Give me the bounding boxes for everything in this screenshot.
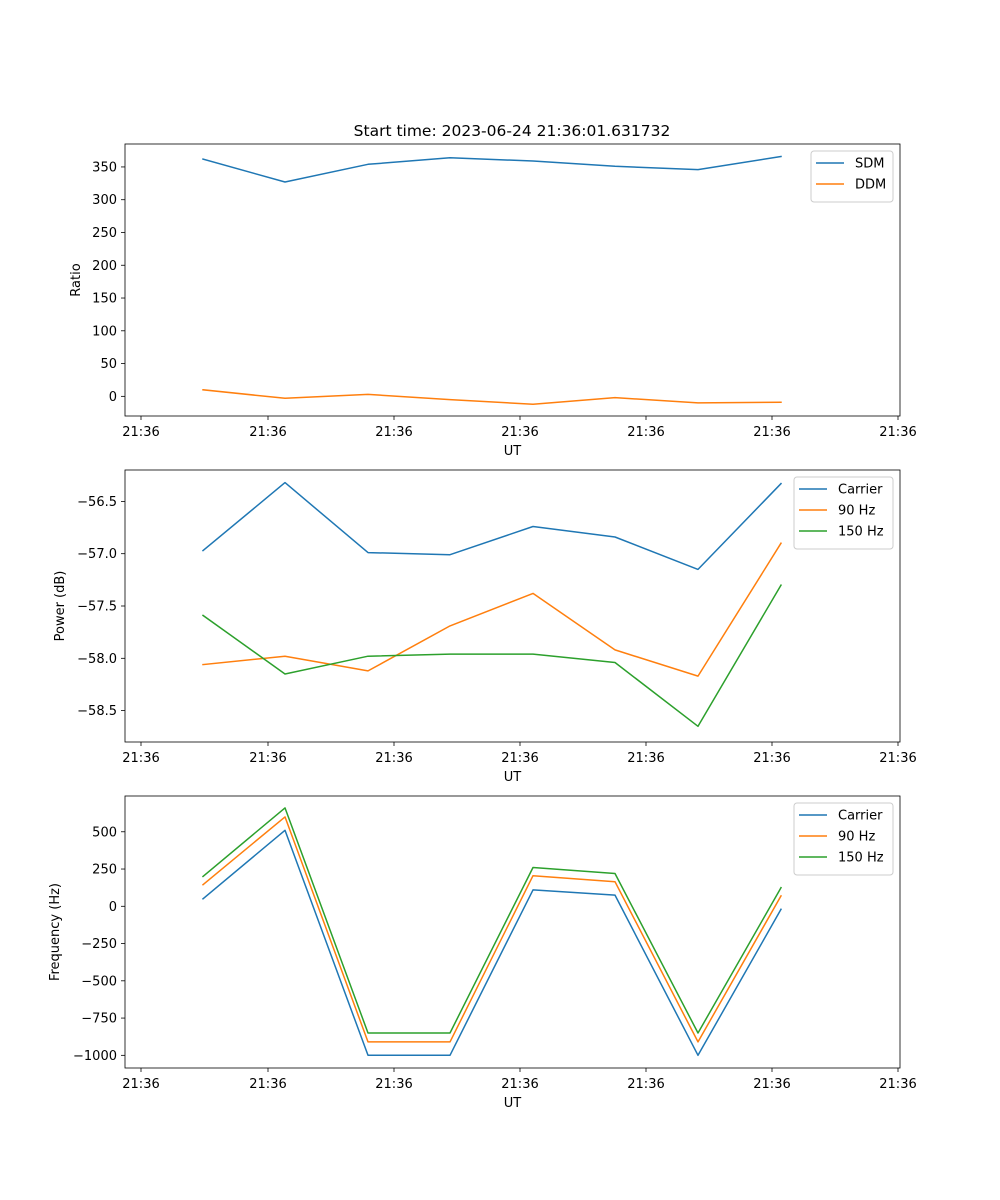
power-chart: 21:36 21:36 21:36 21:36 21:36 21:36 21:36 −58.5… <box>53 469 917 785</box>
legend-label: DDM <box>855 178 886 193</box>
x-tick-label: 21:36 <box>122 425 159 440</box>
legend-label: Carrier <box>838 809 883 824</box>
y-tick-label: 50 <box>100 357 117 372</box>
figure-title: Start time: 2023-06-24 21:36:01.631732 <box>354 122 671 140</box>
series-line-150-hz <box>201 807 783 1034</box>
x-tick-label: 21:36 <box>627 1077 664 1092</box>
y-tick-label: −500 <box>81 974 117 989</box>
axes-frame <box>124 469 901 743</box>
legend-label: 90 Hz <box>838 504 875 519</box>
y-tick-label: −57.0 <box>77 547 117 562</box>
x-tick-label: 21:36 <box>753 425 790 440</box>
x-tick-label: 21:36 <box>627 425 664 440</box>
y-tick-label: −58.5 <box>77 704 117 719</box>
x-tick-label: 21:36 <box>122 1077 159 1092</box>
series-line-carrier <box>201 829 783 1057</box>
y-tick-label: 0 <box>109 900 117 915</box>
y-tick-label: 0 <box>109 390 117 405</box>
y-tick-label: −56.5 <box>77 495 117 510</box>
x-tick-label: 21:36 <box>627 751 664 766</box>
ratio-chart: 21:36 21:36 21:36 21:36 21:36 21:36 21:36 0 50 10… <box>69 143 917 459</box>
x-tick-label: 21:36 <box>249 425 286 440</box>
y-tick-label: −750 <box>81 1012 117 1027</box>
x-tick-label: 21:36 <box>879 425 916 440</box>
series-line-carrier <box>201 481 783 571</box>
x-tick-label: 21:36 <box>375 425 412 440</box>
y-tick-label: 100 <box>92 324 117 339</box>
y-tick-label: 500 <box>92 825 117 840</box>
y-axis-label: Power (dB) <box>53 571 68 642</box>
y-axis-label: Ratio <box>69 263 84 296</box>
y-tick-label: 200 <box>92 259 117 274</box>
y-tick-label: −250 <box>81 937 117 952</box>
x-tick-label: 21:36 <box>501 425 538 440</box>
x-axis-label: UT <box>504 1096 522 1111</box>
x-tick-label: 21:36 <box>122 751 159 766</box>
y-tick-label: −1000 <box>73 1049 117 1064</box>
y-tick-label: 350 <box>92 160 117 175</box>
legend-label: 150 Hz <box>838 525 884 540</box>
x-axis-label: UT <box>504 444 522 459</box>
y-tick-label: 250 <box>92 863 117 878</box>
legend-label: Carrier <box>838 483 883 498</box>
frequency-chart: 21:36 21:36 21:36 21:36 21:36 21:36 21:36 −1000… <box>48 795 917 1111</box>
legend-label: 90 Hz <box>838 830 875 845</box>
legend-label: SDM <box>855 157 884 172</box>
x-tick-label: 21:36 <box>501 1077 538 1092</box>
x-tick-label: 21:36 <box>879 1077 916 1092</box>
x-tick-label: 21:36 <box>249 751 286 766</box>
y-tick-label: 250 <box>92 226 117 241</box>
axes-frame <box>124 795 901 1069</box>
legend-label: 150 Hz <box>838 851 884 866</box>
x-tick-label: 21:36 <box>375 751 412 766</box>
axes-frame <box>124 143 901 417</box>
y-axis-label: Frequency (Hz) <box>48 883 63 981</box>
series-line-90-hz <box>201 816 783 1043</box>
y-tick-label: −58.0 <box>77 652 117 667</box>
x-tick-label: 21:36 <box>375 1077 412 1092</box>
y-tick-label: 150 <box>92 292 117 307</box>
x-tick-label: 21:36 <box>879 751 916 766</box>
y-tick-label: −57.5 <box>77 600 117 615</box>
x-tick-label: 21:36 <box>753 1077 790 1092</box>
series-line-150-hz <box>201 584 783 728</box>
x-tick-label: 21:36 <box>753 751 790 766</box>
x-tick-label: 21:36 <box>501 751 538 766</box>
series-line-sdm <box>202 155 782 183</box>
x-axis-label: UT <box>504 770 522 785</box>
y-tick-label: 300 <box>92 193 117 208</box>
series-line-90-hz <box>202 542 783 677</box>
series-line-ddm <box>202 388 782 405</box>
x-tick-label: 21:36 <box>249 1077 286 1092</box>
